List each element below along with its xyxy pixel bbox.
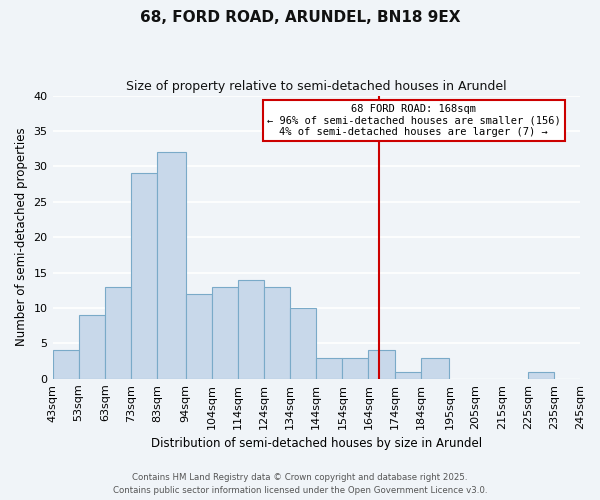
Bar [395, 372, 421, 379]
Bar [290, 308, 316, 379]
Text: 68, FORD ROAD, ARUNDEL, BN18 9EX: 68, FORD ROAD, ARUNDEL, BN18 9EX [140, 10, 460, 25]
Y-axis label: Number of semi-detached properties: Number of semi-detached properties [15, 128, 28, 346]
Bar [316, 358, 343, 379]
Title: Size of property relative to semi-detached houses in Arundel: Size of property relative to semi-detach… [126, 80, 506, 93]
Text: 68 FORD ROAD: 168sqm
← 96% of semi-detached houses are smaller (156)
4% of semi-: 68 FORD ROAD: 168sqm ← 96% of semi-detac… [267, 104, 561, 138]
Bar [528, 372, 554, 379]
Bar [343, 358, 368, 379]
Bar [421, 358, 449, 379]
Bar [368, 350, 395, 379]
Bar [264, 286, 290, 379]
Bar [212, 286, 238, 379]
Bar [186, 294, 212, 379]
Bar [131, 174, 157, 379]
Bar [53, 350, 79, 379]
X-axis label: Distribution of semi-detached houses by size in Arundel: Distribution of semi-detached houses by … [151, 437, 482, 450]
Bar [238, 280, 264, 379]
Text: Contains HM Land Registry data © Crown copyright and database right 2025.
Contai: Contains HM Land Registry data © Crown c… [113, 474, 487, 495]
Bar [157, 152, 186, 379]
Bar [79, 315, 105, 379]
Bar [105, 286, 131, 379]
